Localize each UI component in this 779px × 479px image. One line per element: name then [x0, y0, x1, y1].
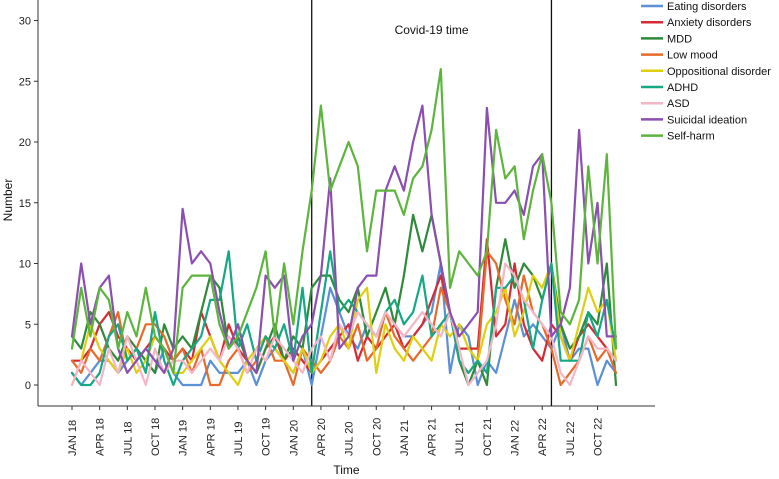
axes: [34, 0, 655, 410]
x-tick-label: JUL 19: [233, 422, 245, 456]
y-tick-label: 0: [25, 380, 31, 392]
x-tick-label: JUL 21: [454, 422, 466, 456]
legend-label-anxiety-disorders: Anxiety disorders: [667, 17, 752, 29]
x-tick-labels: JAN 18 APR 18 JUL 18 OCT 18 JAN 19 APR 19 JUL …: [67, 418, 605, 456]
x-tick-label: OCT 19: [261, 418, 273, 456]
x-tick-label: JAN 21: [399, 420, 411, 456]
legend-label-mdd: MDD: [667, 33, 692, 45]
covid-annotation-label: Covid-19 time: [395, 23, 469, 37]
y-axis-title: Number: [1, 179, 15, 222]
series-line-self-harm: [70, 67, 618, 374]
legend: Eating disorders Anxiety disorders MDD Low …: [641, 1, 771, 143]
x-tick-label: OCT 20: [371, 418, 383, 456]
x-tick-label: OCT 22: [593, 418, 605, 456]
x-tick-label: APR 19: [205, 418, 217, 456]
y-tick-label: 30: [19, 16, 31, 28]
x-tick-label: APR 18: [95, 418, 107, 456]
y-tick-label: 25: [19, 76, 31, 88]
x-tick-label: OCT 21: [482, 418, 494, 456]
legend-label-adhd: ADHD: [667, 82, 698, 94]
series-line-adhd: [70, 250, 618, 387]
x-tick-label: JUL 22: [565, 422, 577, 456]
y-tick-label: 20: [19, 137, 31, 149]
x-tick-label: OCT 18: [150, 418, 162, 456]
x-tick-label: APR 22: [537, 418, 549, 456]
x-tick-label: APR 21: [427, 418, 439, 456]
series-layer: [70, 67, 618, 387]
x-tick-label: JUL 18: [122, 422, 134, 456]
x-tick-label: JAN 22: [510, 420, 522, 456]
y-tick-labels: 0 5 10 15 20 25 30: [19, 16, 31, 393]
y-tick-label: 5: [25, 319, 31, 331]
legend-label-asd: ASD: [667, 98, 690, 110]
x-tick-label: JUL 20: [344, 422, 356, 456]
y-tick-label: 10: [19, 259, 31, 271]
y-tick-label: 15: [19, 198, 31, 210]
legend-label-suicidal-ideation: Suicidal ideation: [667, 114, 747, 126]
x-axis-title: Time: [333, 463, 360, 477]
x-tick-label: JAN 20: [288, 420, 300, 456]
legend-label-low-mood: Low mood: [667, 50, 718, 62]
legend-label-oppositional-disorder: Oppositional disorder: [667, 66, 771, 78]
x-tick-label: JAN 18: [67, 420, 79, 456]
legend-label-self-harm: Self-harm: [667, 131, 715, 143]
series-line-suicidal-ideation: [70, 104, 618, 374]
series-line-asd: [70, 262, 618, 387]
x-tick-label: APR 20: [316, 418, 328, 456]
legend-label-eating-disorders: Eating disorders: [667, 1, 747, 13]
x-tick-label: JAN 19: [178, 420, 190, 456]
